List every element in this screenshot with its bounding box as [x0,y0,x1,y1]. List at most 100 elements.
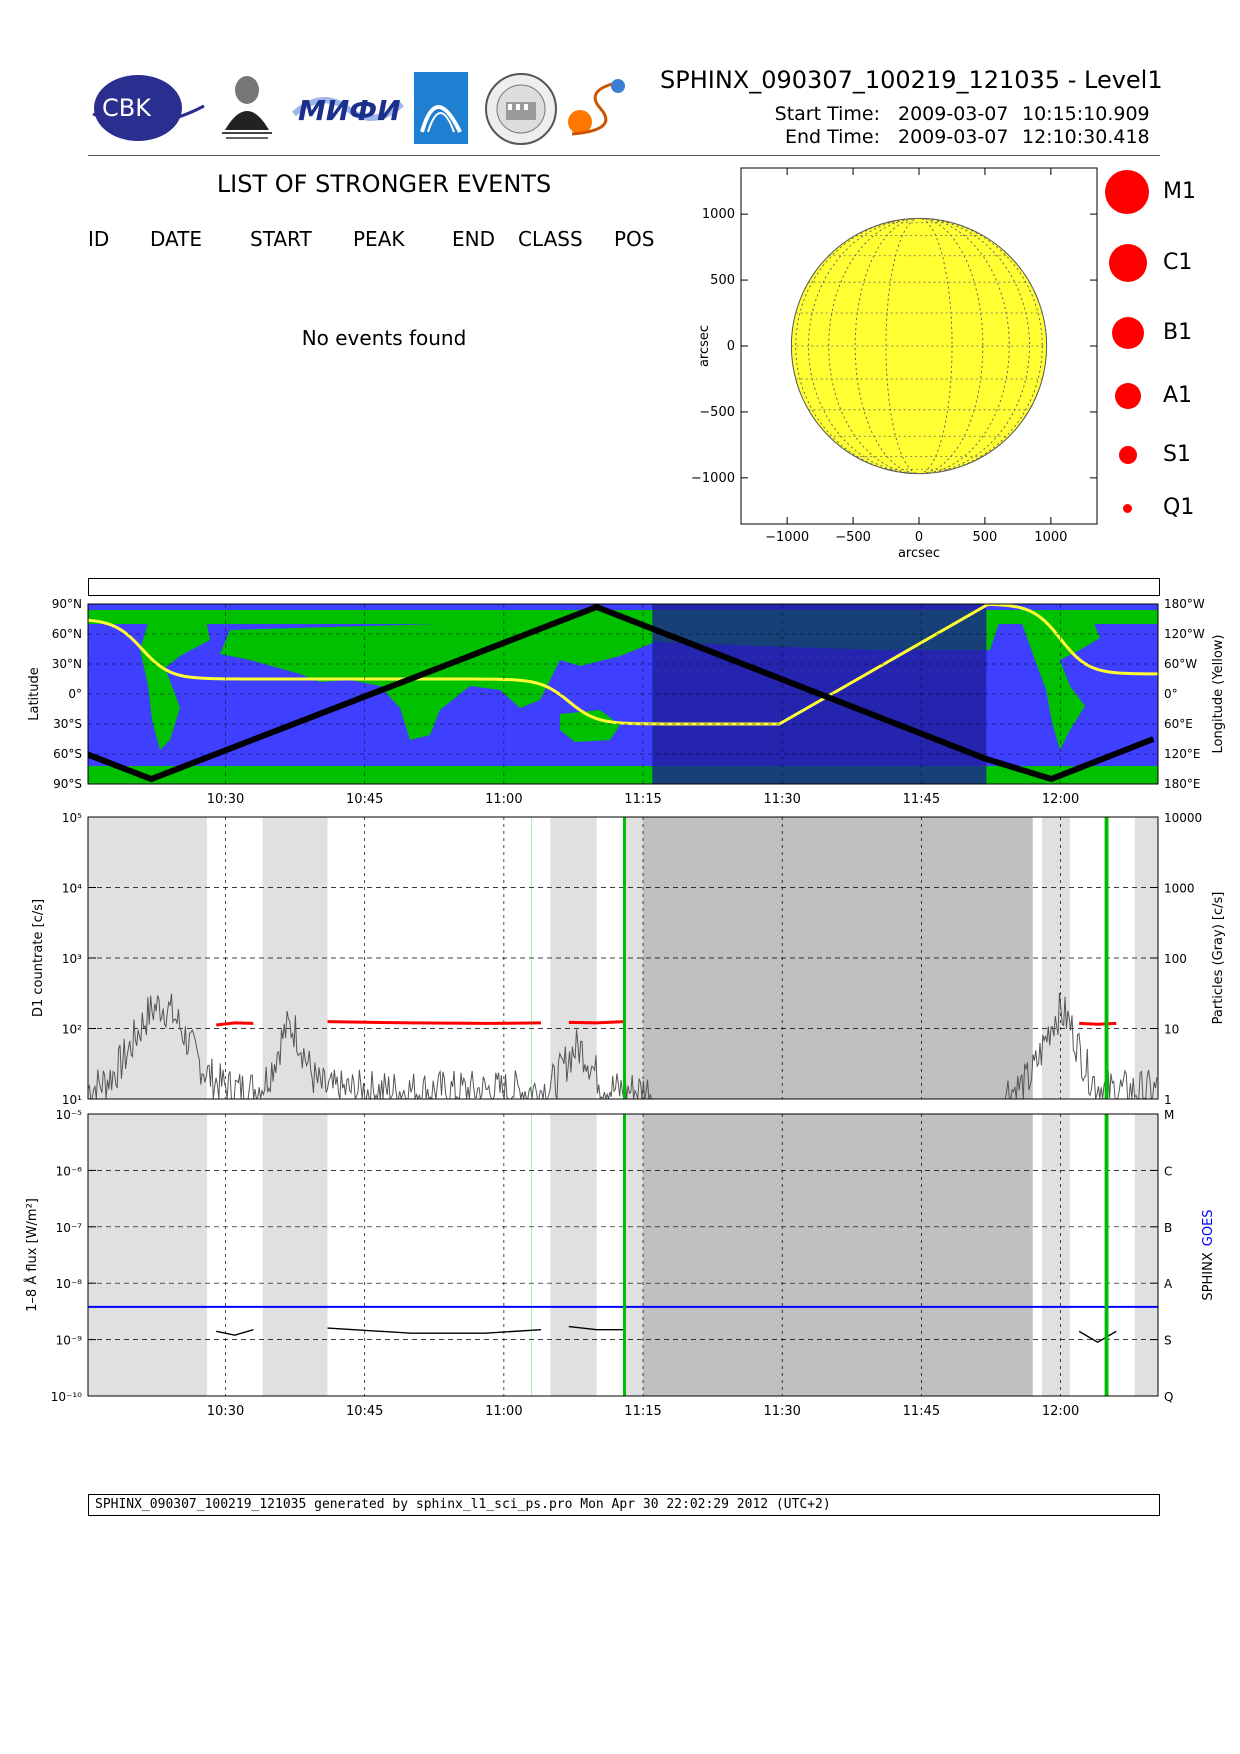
flux-ytick-label-left: 10⁻⁶ [56,1164,83,1178]
sun-xtick-label: 1000 [1034,530,1067,545]
status-strip [88,578,1160,596]
flux-xtick-label: 10:45 [346,1404,383,1419]
map-xtick-label: 11:15 [624,792,661,807]
flux-xtick-label: 11:00 [485,1404,522,1419]
start-time-label: Start Time: [774,103,880,125]
flux-ytick-label-left: 10⁻¹⁰ [51,1390,82,1404]
legend-item-q1: Q1 [1105,490,1215,540]
flux-event-lines [531,1114,1109,1396]
map-ytick-label-left: 60°S [53,747,82,761]
d1-countrate-line [327,1020,541,1025]
flux-xtick-label: 10:30 [207,1404,244,1419]
legend-label-b1: B1 [1163,320,1193,345]
map-yticks: 90°S 180°E 60°S 120°E 30°S 60°E 0° 0° 30°N 60°W 60… [52,597,1205,791]
flux-ytick-label-right: B [1164,1221,1172,1235]
saa-shading [1042,1114,1070,1396]
map-ytick-label-left: 60°N [52,627,82,641]
sun-ytick-label: 500 [710,273,735,288]
eclipse-shading [643,1114,1033,1396]
report-title: SPHINX_090307_100219_121035 - Level1 [660,66,1163,94]
sun-ylabel: arcsec [697,325,712,367]
map-xtick-label: 10:30 [207,792,244,807]
sun-xtick-label: −1000 [765,530,809,545]
events-col-start: START [250,227,312,251]
header-divider [88,155,1160,156]
events-col-pos: POS [614,227,655,251]
flux-ytick-label-right: A [1164,1277,1173,1291]
d1-ytick-label-left: 10⁴ [62,882,82,896]
sun-orbit-logo [560,78,632,142]
map-ytick-label-right: 60°E [1164,717,1193,731]
flux-ytick-label-left: 10⁻⁹ [56,1334,83,1348]
land-south-band [88,766,1158,784]
flux-xticks: 10:30 10:45 11:00 11:15 11:30 11:45 12:00 [207,1404,1080,1419]
map-xticks: 10:30 10:45 11:00 11:15 11:30 11:45 12:00 [207,792,1080,807]
map-grid [88,604,1158,784]
seal-logo [484,72,558,146]
orbit-map-panel: 90°S 180°E 60°S 120°E 30°S 60°E 0° 0° 30°N 60°W 60… [27,597,1226,807]
land-americas-left [140,614,210,750]
flux-ylabel-sphinx: SPHINX [1201,1252,1216,1300]
legend-dot-s1 [1119,446,1137,464]
legend-item-s1: S1 [1105,434,1215,484]
map-ytick-label-right: 120°W [1164,627,1205,641]
no-events-message: No events found [301,326,467,350]
flux-ylabel-left: 1–8 Å flux [W/m²] [24,1198,40,1312]
legend-dot-q1 [1123,504,1132,513]
end-time-row: End Time: 2009-03-07 12:10:30.418 [770,126,1150,148]
d1-countrate-panel: 10¹ 1 10² 10 10³ 100 10⁴ 1000 10⁵ 10000 D1 countr… [31,811,1226,1107]
map-ylabel-left: Latitude [27,667,42,721]
lebedev-logo [210,72,284,144]
longitude-curve [88,604,1158,726]
sun-ytick-label: −1000 [691,471,735,486]
map-ytick-label-left: 90°S [53,777,82,791]
flux-ylabel-goes: GOES [1201,1209,1216,1246]
legend-label-a1: A1 [1163,383,1193,408]
d1-ytick-label-left: 10⁵ [62,811,82,825]
flux-xtick-label: 12:00 [1042,1404,1079,1419]
d1-ytick-label-left: 10¹ [62,1093,82,1107]
sphinx-flux-line [216,1328,254,1336]
flux-panel: 10⁻¹⁰ Q 10⁻⁹ S 10⁻⁸ A 10⁻⁷ B 10⁻⁶ C 10⁻⁵ M 1–8 Å fl… [24,1108,1216,1419]
legend-label-c1: C1 [1163,250,1193,275]
d1-ytick-label-right: 10 [1164,1023,1179,1037]
sun-longitude-line [795,217,1043,475]
flux-ytick-label-left: 10⁻⁵ [56,1108,83,1122]
map-ytick-label-right: 120°E [1164,747,1201,761]
d1-ylabel-left: D1 countrate [c/s] [31,899,46,1017]
flux-yticks: 10⁻¹⁰ Q 10⁻⁹ S 10⁻⁸ A 10⁻⁷ B 10⁻⁶ C 10⁻⁵ M [51,1108,1175,1404]
end-time-label: End Time: [784,126,880,148]
legend-label-q1: Q1 [1163,495,1195,520]
map-ytick-label-right: 0° [1164,687,1178,701]
ioffe-logo [414,72,468,144]
sun-grid [791,217,1047,475]
events-col-id: ID [88,227,110,251]
flux-background [88,1114,1158,1396]
legend-label-m1: M1 [1163,179,1196,204]
footer: SPHINX_090307_100219_121035 generated by… [88,1494,1160,1516]
legend-item-c1: C1 [1105,240,1215,290]
end-time: 12:10:30.418 [1022,126,1150,148]
events-col-peak: PEAK [353,227,405,251]
footer-text: SPHINX_090307_100219_121035 generated by… [95,1497,831,1512]
saa-shading [1134,1114,1158,1396]
map-ytick-label-left: 30°N [52,657,82,671]
sphinx-flux-line [1078,1330,1117,1343]
legend-item-m1: M1 [1105,168,1215,218]
flux-ytick-label-right: M [1164,1108,1174,1122]
sun-ytick-label: −500 [699,405,735,420]
flux-ytick-label-right: Q [1164,1390,1173,1404]
sun-ytick-label: 0 [727,339,735,354]
land-australia [560,710,620,742]
map-ytick-label-left: 90°N [52,597,82,611]
d1-ytick-label-right: 1 [1164,1093,1172,1107]
start-date: 2009-03-07 [898,103,1009,125]
sun-ticks: −1000 −500 0 500 1000 −1000 −500 0 500 1000 [691,168,1097,545]
map-ytick-label-right: 60°W [1164,657,1197,671]
saa-shading [624,1114,644,1396]
sphinx-flux-line [327,1327,542,1334]
start-time: 10:15:10.909 [1022,103,1150,125]
mifi-logo-text: МИФИ [298,94,401,127]
flux-xtick-label: 11:45 [903,1404,940,1419]
flux-ytick-label-left: 10⁻⁸ [56,1277,83,1291]
